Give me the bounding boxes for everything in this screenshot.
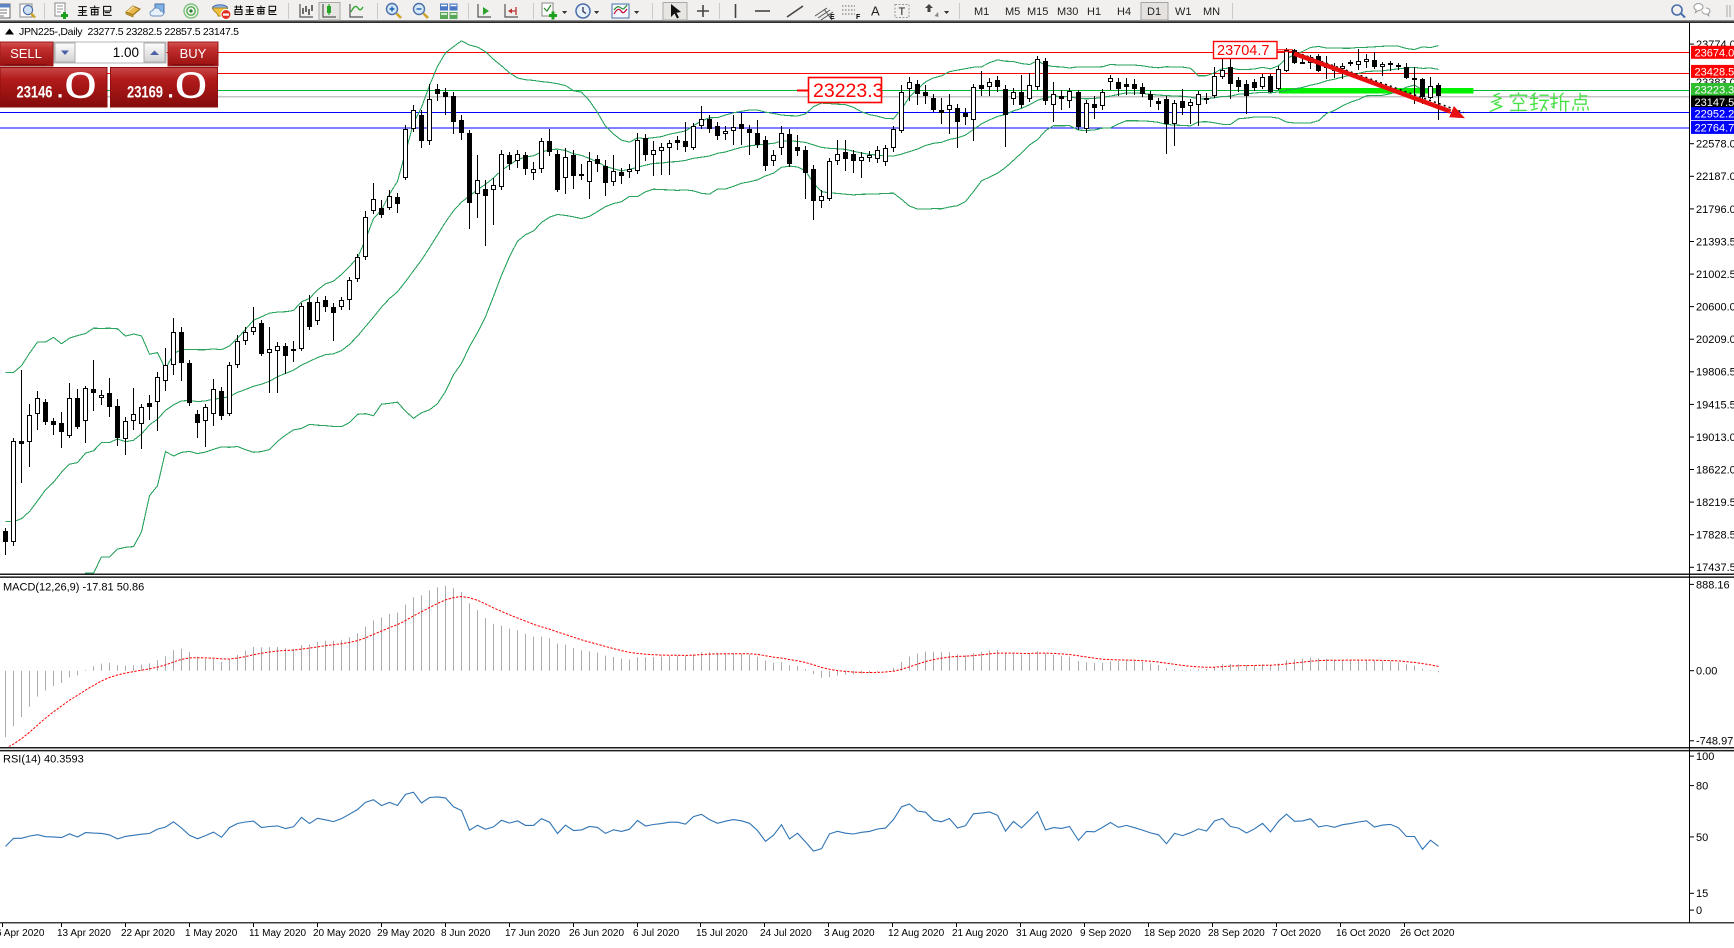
svg-text:D1: D1 <box>1147 6 1161 18</box>
svg-text:3 Aug 2020: 3 Aug 2020 <box>824 928 875 939</box>
svg-text:29 May 2020: 29 May 2020 <box>377 928 435 939</box>
svg-text:W1: W1 <box>1175 6 1192 18</box>
svg-text:20209.0: 20209.0 <box>1696 334 1734 346</box>
svg-text:7 Oct 2020: 7 Oct 2020 <box>1272 928 1321 939</box>
svg-text:SELL: SELL <box>10 46 42 61</box>
svg-text:26 Jun 2020: 26 Jun 2020 <box>569 928 624 939</box>
svg-text:.: . <box>57 78 63 103</box>
svg-text:BUY: BUY <box>180 46 207 61</box>
svg-text:21796.0: 21796.0 <box>1696 204 1734 216</box>
svg-text:E: E <box>830 14 835 21</box>
svg-text:RSI(14) 40.3593: RSI(14) 40.3593 <box>3 754 84 766</box>
svg-text:A: A <box>871 4 880 19</box>
svg-text:18 Sep 2020: 18 Sep 2020 <box>1144 928 1201 939</box>
svg-text:M5: M5 <box>1005 6 1020 18</box>
svg-text:8 Jun 2020: 8 Jun 2020 <box>441 928 491 939</box>
svg-text:21393.5: 21393.5 <box>1696 236 1734 248</box>
svg-text:18622.0: 18622.0 <box>1696 464 1734 476</box>
svg-text:H1: H1 <box>1087 6 1101 18</box>
svg-text:13 Apr 2020: 13 Apr 2020 <box>57 928 111 939</box>
svg-text:31 Aug 2020: 31 Aug 2020 <box>1016 928 1073 939</box>
svg-text:T: T <box>899 6 906 18</box>
svg-text:23674.0: 23674.0 <box>1695 47 1734 59</box>
svg-text:0: 0 <box>175 65 208 106</box>
svg-text:21002.5: 21002.5 <box>1696 269 1734 281</box>
svg-text:19415.5: 19415.5 <box>1696 399 1734 411</box>
svg-text:22187.0: 22187.0 <box>1696 171 1734 183</box>
svg-text:MACD(12,26,9) -17.81 50.86: MACD(12,26,9) -17.81 50.86 <box>3 582 144 594</box>
svg-text:20 May 2020: 20 May 2020 <box>313 928 371 939</box>
svg-text:M15: M15 <box>1027 6 1048 18</box>
svg-text:100: 100 <box>1696 751 1714 763</box>
svg-text:23704.7: 23704.7 <box>1217 43 1269 59</box>
svg-text:18219.5: 18219.5 <box>1696 497 1734 509</box>
svg-text:F: F <box>856 14 861 21</box>
svg-text:M30: M30 <box>1057 6 1078 18</box>
svg-text:80: 80 <box>1696 781 1708 793</box>
svg-text:19806.5: 19806.5 <box>1696 367 1734 379</box>
svg-text:JPN225-,Daily 23277.5 23282.5: JPN225-,Daily 23277.5 23282.5 22857.5 23… <box>19 26 239 38</box>
svg-text:1 May 2020: 1 May 2020 <box>185 928 238 939</box>
svg-text:11 May 2020: 11 May 2020 <box>249 928 307 939</box>
svg-text:888.16: 888.16 <box>1696 579 1730 591</box>
svg-text:12 Aug 2020: 12 Aug 2020 <box>888 928 945 939</box>
svg-text:-748.97: -748.97 <box>1696 736 1733 748</box>
svg-text:26 Oct 2020: 26 Oct 2020 <box>1400 928 1455 939</box>
svg-text:0.00: 0.00 <box>1696 666 1717 678</box>
svg-text:MN: MN <box>1203 6 1220 18</box>
svg-text:50: 50 <box>1696 832 1708 844</box>
svg-text:9 Sep 2020: 9 Sep 2020 <box>1080 928 1132 939</box>
svg-text:23223.3: 23223.3 <box>1695 85 1734 97</box>
svg-text:17 Jun 2020: 17 Jun 2020 <box>505 928 560 939</box>
svg-text:17828.5: 17828.5 <box>1696 530 1734 542</box>
svg-text:23146: 23146 <box>17 84 53 102</box>
svg-text:17437.5: 17437.5 <box>1696 562 1734 574</box>
svg-text:16 Oct 2020: 16 Oct 2020 <box>1336 928 1391 939</box>
svg-text:H4: H4 <box>1117 6 1131 18</box>
svg-text:6 Jul 2020: 6 Jul 2020 <box>633 928 680 939</box>
svg-text:24 Jul 2020: 24 Jul 2020 <box>760 928 812 939</box>
svg-text:M1: M1 <box>974 6 989 18</box>
svg-text:22764.7: 22764.7 <box>1695 122 1734 134</box>
svg-text:15 Jul 2020: 15 Jul 2020 <box>696 928 748 939</box>
svg-text:1.00: 1.00 <box>113 45 139 60</box>
svg-text:0: 0 <box>64 65 97 106</box>
svg-text:22952.2: 22952.2 <box>1695 109 1734 121</box>
svg-text:23169: 23169 <box>127 84 163 102</box>
svg-text:22 Apr 2020: 22 Apr 2020 <box>121 928 175 939</box>
svg-text:23428.5: 23428.5 <box>1695 66 1734 78</box>
svg-text:21 Aug 2020: 21 Aug 2020 <box>952 928 1009 939</box>
svg-text:19013.0: 19013.0 <box>1696 432 1734 444</box>
svg-text:20600.0: 20600.0 <box>1696 302 1734 314</box>
svg-text:23223.3: 23223.3 <box>813 80 884 102</box>
svg-text:.: . <box>168 78 174 103</box>
svg-text:0: 0 <box>1696 905 1702 917</box>
svg-text:28 Sep 2020: 28 Sep 2020 <box>1208 928 1265 939</box>
svg-text:6 Apr 2020: 6 Apr 2020 <box>0 928 45 939</box>
svg-text:15: 15 <box>1696 888 1708 900</box>
svg-text:22578.0: 22578.0 <box>1696 139 1734 151</box>
